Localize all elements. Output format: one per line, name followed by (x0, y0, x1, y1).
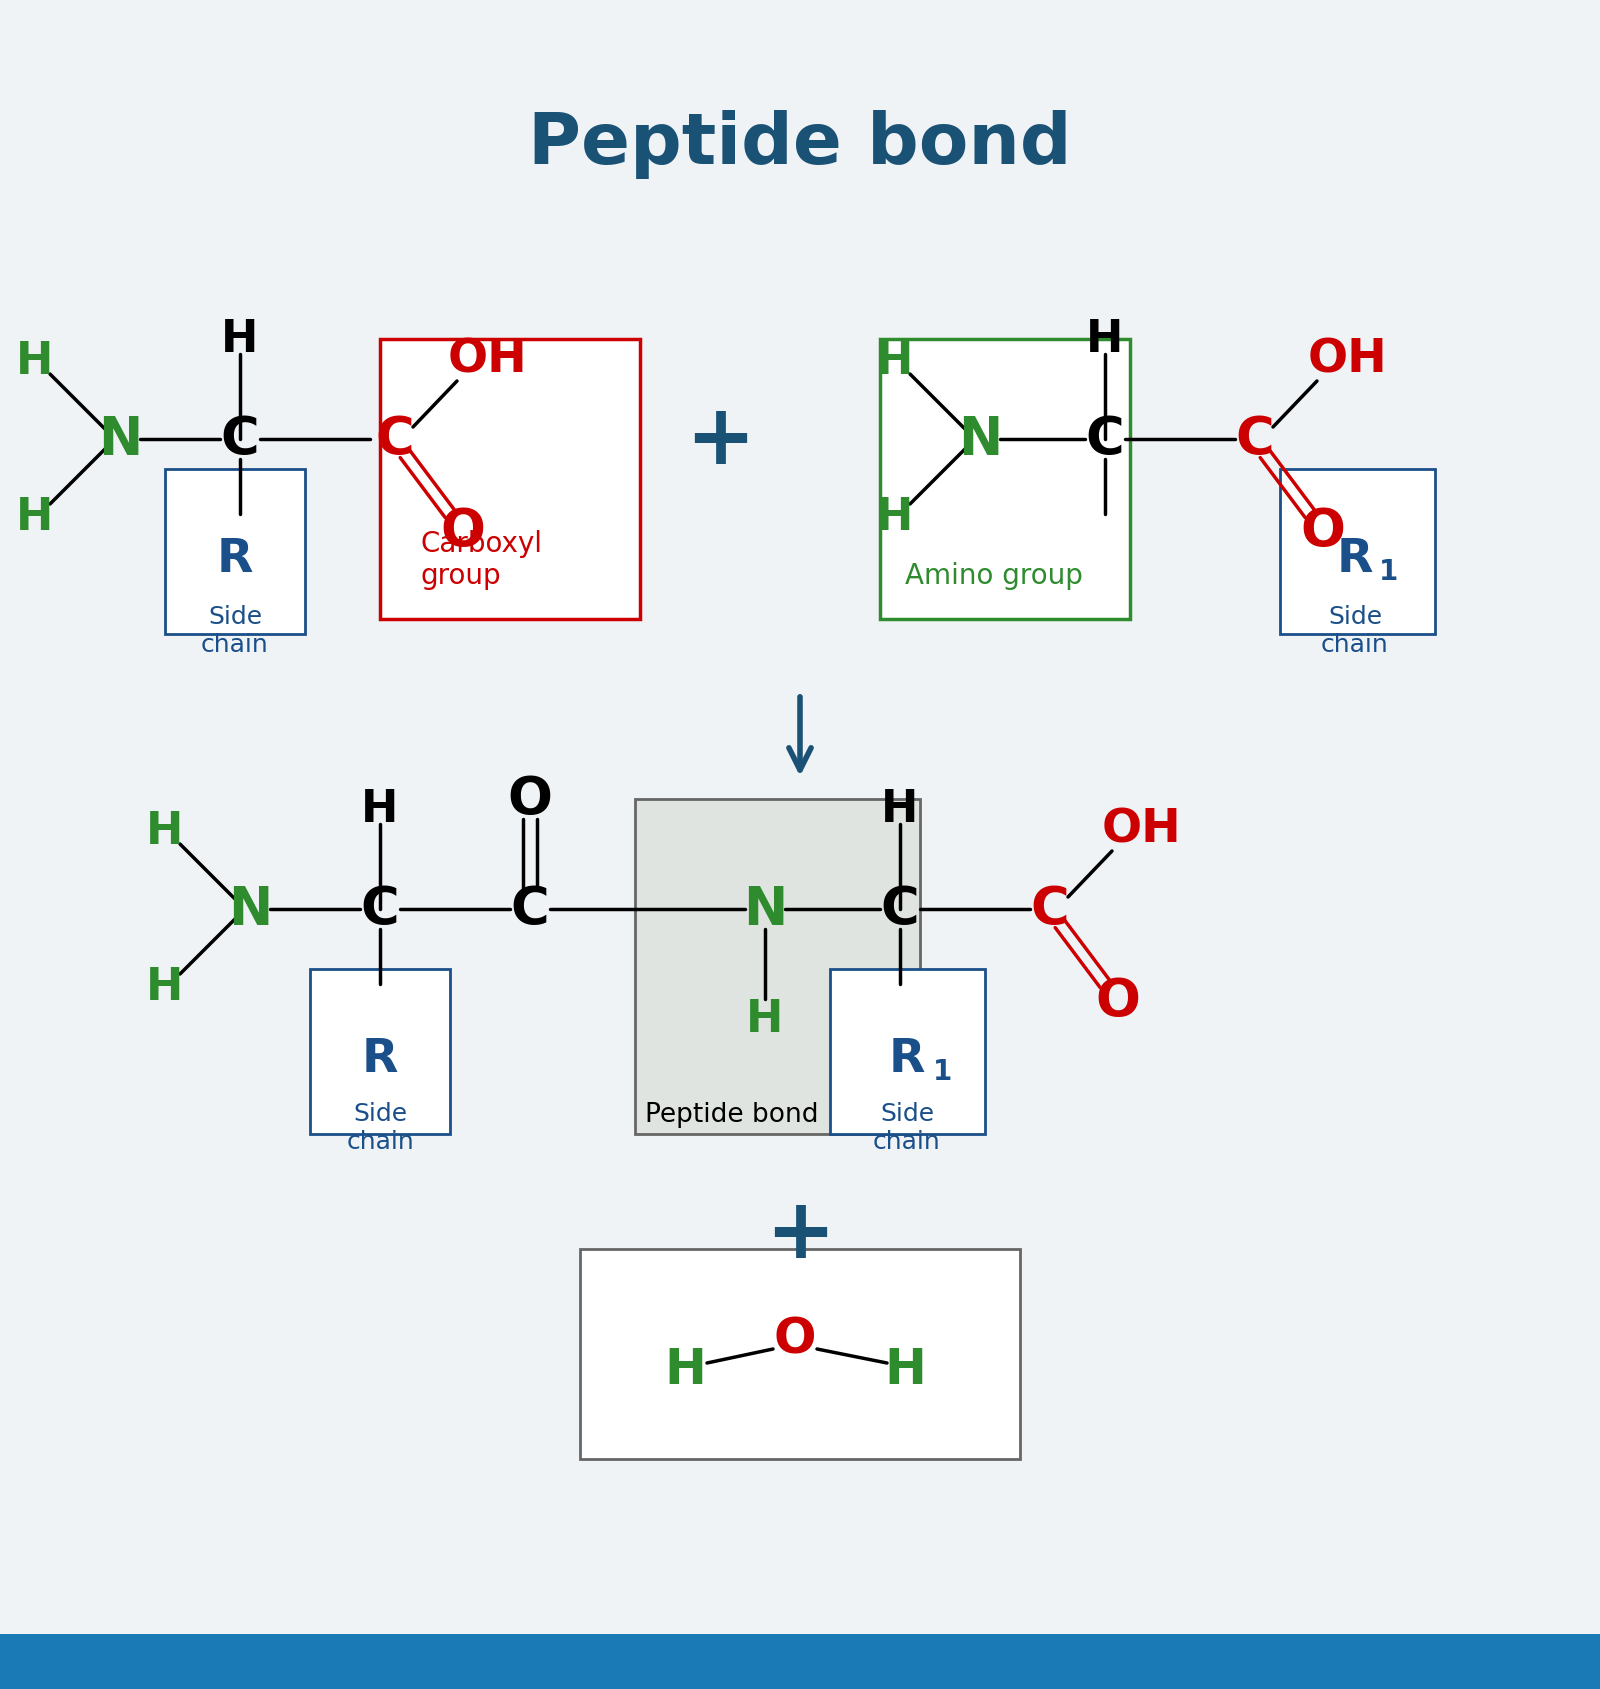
Text: C: C (221, 414, 259, 466)
Text: Side
chain: Side chain (1322, 605, 1389, 657)
Text: O: O (774, 1316, 816, 1363)
Bar (381, 339, 640, 620)
Text: H: H (877, 497, 914, 539)
Text: C: C (360, 883, 400, 936)
Text: Carboxyl
group: Carboxyl group (419, 529, 542, 589)
Text: H: H (146, 811, 184, 853)
Text: C: C (376, 414, 414, 466)
Text: C: C (510, 883, 549, 936)
Text: H: H (1086, 318, 1123, 361)
Text: H: H (362, 789, 398, 831)
Text: N: N (958, 414, 1002, 466)
Text: 1: 1 (1378, 557, 1398, 586)
Bar (0, 1633, 1600, 1689)
Text: R: R (362, 1037, 398, 1083)
Text: H: H (664, 1344, 706, 1393)
Text: Side
chain: Side chain (202, 605, 269, 657)
Text: +: + (685, 399, 755, 480)
Text: C: C (1235, 414, 1274, 466)
Text: N: N (742, 883, 787, 936)
Text: N: N (227, 883, 272, 936)
Text: OH: OH (1307, 338, 1387, 382)
Text: H: H (746, 998, 784, 1040)
Text: C: C (1030, 883, 1069, 936)
Text: Amino group: Amino group (906, 562, 1083, 589)
Text: Peptide bond: Peptide bond (528, 110, 1072, 179)
Text: H: H (16, 497, 54, 539)
Text: O: O (1301, 505, 1346, 557)
Bar (635, 799, 920, 1135)
Text: R: R (888, 1037, 925, 1083)
Text: H: H (16, 339, 54, 383)
Text: Side
chain: Side chain (874, 1101, 941, 1154)
Text: R: R (216, 537, 253, 583)
Text: R: R (1336, 537, 1373, 583)
Text: Side
chain: Side chain (346, 1101, 414, 1154)
Text: O: O (1096, 976, 1141, 1027)
Text: OH: OH (1102, 807, 1182, 851)
Text: 1: 1 (933, 1057, 952, 1086)
Bar (310, 969, 450, 1135)
Bar (830, 969, 986, 1135)
Text: C: C (880, 883, 920, 936)
Text: H: H (877, 339, 914, 383)
Text: H: H (146, 966, 184, 1008)
Text: C: C (1086, 414, 1125, 466)
Text: H: H (882, 789, 918, 831)
Text: +: + (765, 1194, 835, 1275)
Text: O: O (507, 774, 552, 826)
Bar (880, 339, 1130, 620)
Text: H: H (221, 318, 259, 361)
Bar (1280, 470, 1435, 635)
Bar (579, 1250, 1021, 1459)
Text: H: H (885, 1344, 926, 1393)
Text: OH: OH (446, 338, 526, 382)
Text: N: N (98, 414, 142, 466)
Text: O: O (440, 505, 485, 557)
Text: Peptide bond: Peptide bond (645, 1101, 819, 1127)
Bar (165, 470, 306, 635)
